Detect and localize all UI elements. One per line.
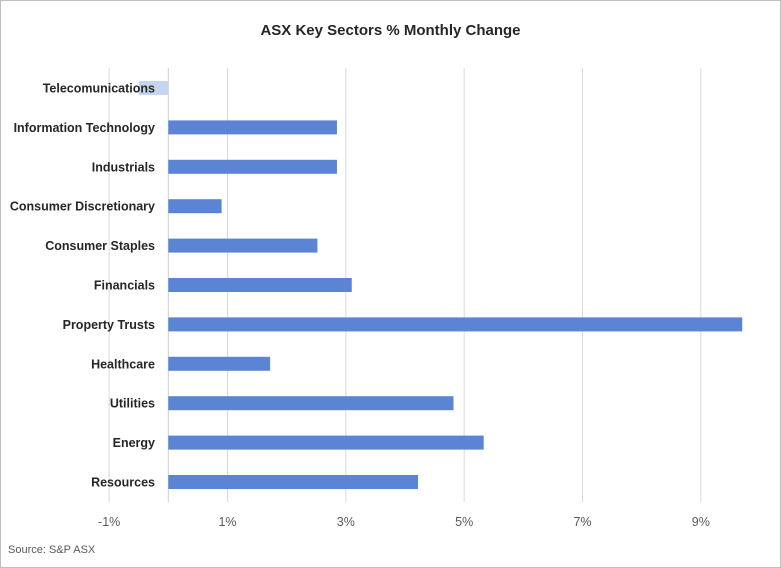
- category-label: Consumer Staples: [45, 239, 155, 253]
- category-labels: Telecomunications Information Technology I…: [10, 82, 155, 490]
- x-axis-tick-labels: -1% 1% 3% 5% 7% 9%: [98, 515, 710, 529]
- bar: [168, 199, 222, 214]
- category-label: Telecomunications: [43, 82, 155, 96]
- bars: [138, 81, 743, 489]
- bar: [168, 238, 318, 253]
- x-tick-label: 9%: [692, 515, 710, 529]
- x-tick-label: -1%: [98, 515, 120, 529]
- x-tick-label: 5%: [455, 515, 473, 529]
- bar: [168, 317, 743, 332]
- bar: [168, 475, 419, 489]
- source-note: Source: S&P ASX: [8, 544, 96, 556]
- bar: [168, 120, 337, 135]
- chart-title: ASX Key Sectors % Monthly Change: [260, 22, 521, 39]
- bar: [138, 81, 169, 95]
- x-tick-label: 3%: [337, 515, 355, 529]
- category-label: Consumer Discretionary: [10, 200, 155, 214]
- bar: [168, 435, 484, 450]
- bar: [168, 159, 337, 174]
- bar: [168, 356, 271, 371]
- category-label: Industrials: [92, 160, 155, 174]
- category-label: Utilities: [110, 397, 155, 411]
- category-label: Energy: [113, 436, 155, 450]
- category-label: Healthcare: [91, 357, 155, 371]
- category-label: Property Trusts: [63, 318, 155, 332]
- x-tick-label: 1%: [218, 515, 236, 529]
- category-label: Resources: [91, 476, 155, 490]
- category-label: Financials: [94, 279, 155, 293]
- bar: [168, 278, 352, 292]
- bar: [168, 396, 454, 411]
- category-label: Information Technology: [14, 121, 155, 135]
- x-tick-label: 7%: [573, 515, 591, 529]
